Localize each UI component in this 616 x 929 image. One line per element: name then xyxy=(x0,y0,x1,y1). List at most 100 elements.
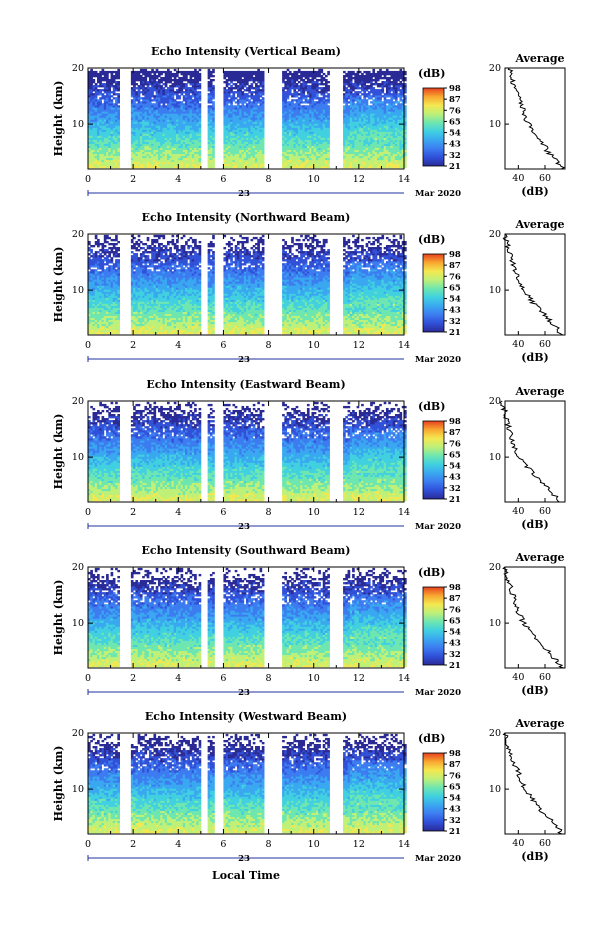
heatmap-cell xyxy=(212,164,215,166)
heatmap-cell xyxy=(117,117,120,119)
heatmap-cell xyxy=(239,89,242,91)
heatmap-cell xyxy=(212,123,215,125)
heatmap-cell xyxy=(262,152,265,154)
heatmap-cell xyxy=(212,156,215,158)
heatmap-cell xyxy=(117,144,120,146)
heatmap-cell xyxy=(235,83,238,85)
heatmap-cell xyxy=(153,79,156,81)
heatmap-cell xyxy=(262,81,265,83)
heatmap-cell xyxy=(212,113,215,115)
heatmap-cell xyxy=(327,119,330,121)
heatmap-cell xyxy=(212,160,215,162)
heatmap-cell xyxy=(133,101,136,103)
heatmap-cell xyxy=(108,87,111,89)
heatmap-cell xyxy=(251,83,254,85)
heatmap-cell xyxy=(99,99,102,101)
heatmap-cell xyxy=(199,93,202,95)
heatmap-cell xyxy=(212,105,215,107)
heatmap-cell xyxy=(90,77,93,79)
heatmap-cell xyxy=(226,97,229,99)
heatmap-cell xyxy=(169,77,172,79)
heatmap-cell xyxy=(262,91,265,93)
heatmap-cell xyxy=(327,117,330,119)
heatmap-cell xyxy=(282,89,285,91)
heatmap-cell xyxy=(327,97,330,99)
heatmap-cell xyxy=(111,101,114,103)
heatmap-cell xyxy=(262,103,265,105)
heatmap-cell xyxy=(327,160,330,162)
heatmap-cell xyxy=(210,99,213,101)
heatmap-cell xyxy=(223,87,226,89)
heatmap-cell xyxy=(262,123,265,125)
heatmap-cell xyxy=(149,73,152,75)
heatmap-cell xyxy=(298,103,301,105)
heatmap-cell xyxy=(262,138,265,140)
heatmap-cell xyxy=(165,85,168,87)
heatmap-cell xyxy=(117,101,120,103)
heatmap-cell xyxy=(327,146,330,148)
heatmap-cell xyxy=(108,93,111,95)
heatmap-cell xyxy=(95,71,98,73)
heatmap-cell xyxy=(117,130,120,132)
heatmap-cell xyxy=(327,111,330,113)
heatmap-cell xyxy=(151,93,154,95)
heatmap-cell xyxy=(199,162,202,164)
heatmap-cell xyxy=(262,109,265,111)
heatmap-cell xyxy=(199,111,202,113)
heatmap-cell xyxy=(302,91,305,93)
heatmap-cell xyxy=(212,97,215,99)
heatmap-cell xyxy=(95,97,98,99)
heatmap-cell xyxy=(93,81,96,83)
heatmap-cell xyxy=(246,93,249,95)
heatmap-cell xyxy=(262,150,265,152)
heatmap-cell xyxy=(117,111,120,113)
heatmap-cell xyxy=(95,87,98,89)
heatmap-cell xyxy=(212,127,215,129)
heatmap-cell xyxy=(210,81,213,83)
heatmap-cell xyxy=(199,156,202,158)
heatmap-cell xyxy=(108,89,111,91)
heatmap-cell xyxy=(181,93,184,95)
heatmap-cell xyxy=(305,97,308,99)
heatmap-cell xyxy=(284,99,287,101)
heatmap-cell xyxy=(262,73,265,75)
heatmap-cell xyxy=(289,89,292,91)
heatmap-cell xyxy=(117,164,120,166)
heatmap-cell xyxy=(111,99,114,101)
heatmap-cell xyxy=(185,85,188,87)
heatmap-cell xyxy=(345,99,348,101)
heatmap-cell xyxy=(199,69,202,71)
heatmap-cell xyxy=(117,134,120,136)
heatmap-cell xyxy=(316,95,319,97)
heatmap-cell xyxy=(307,77,310,79)
heatmap-cell xyxy=(311,99,314,101)
heatmap-cell xyxy=(111,73,114,75)
heatmap-cell xyxy=(117,158,120,160)
heatmap-cell xyxy=(212,95,215,97)
heatmap-cell xyxy=(117,150,120,152)
heatmap-cell xyxy=(117,71,120,73)
heatmap-cell xyxy=(199,138,202,140)
heatmap-cell xyxy=(117,152,120,154)
heatmap-cell xyxy=(99,101,102,103)
heatmap-cell xyxy=(199,132,202,134)
heatmap-cell xyxy=(343,77,346,79)
heatmap-cell xyxy=(230,81,233,83)
heatmap-cell xyxy=(199,150,202,152)
heatmap-cell xyxy=(212,87,215,89)
heatmap-cell xyxy=(327,99,330,101)
heatmap-cell xyxy=(199,107,202,109)
heatmap-cell xyxy=(296,95,299,97)
heatmap-cell xyxy=(199,99,202,101)
heatmap-cell xyxy=(158,75,161,77)
heatmap-cell xyxy=(262,125,265,127)
heatmap-cell xyxy=(90,83,93,85)
heatmap-cell xyxy=(327,138,330,140)
panel-0: Echo Intensity (Vertical Beam)0 2 4 6 8 10 12 1… xyxy=(52,45,565,199)
heatmap-cell xyxy=(325,83,328,85)
heatmap-cell xyxy=(199,125,202,127)
heatmap-cell xyxy=(194,69,197,71)
heatmap-cell xyxy=(210,73,213,75)
heatmap-cell xyxy=(99,75,102,77)
heatmap-cell xyxy=(93,79,96,81)
